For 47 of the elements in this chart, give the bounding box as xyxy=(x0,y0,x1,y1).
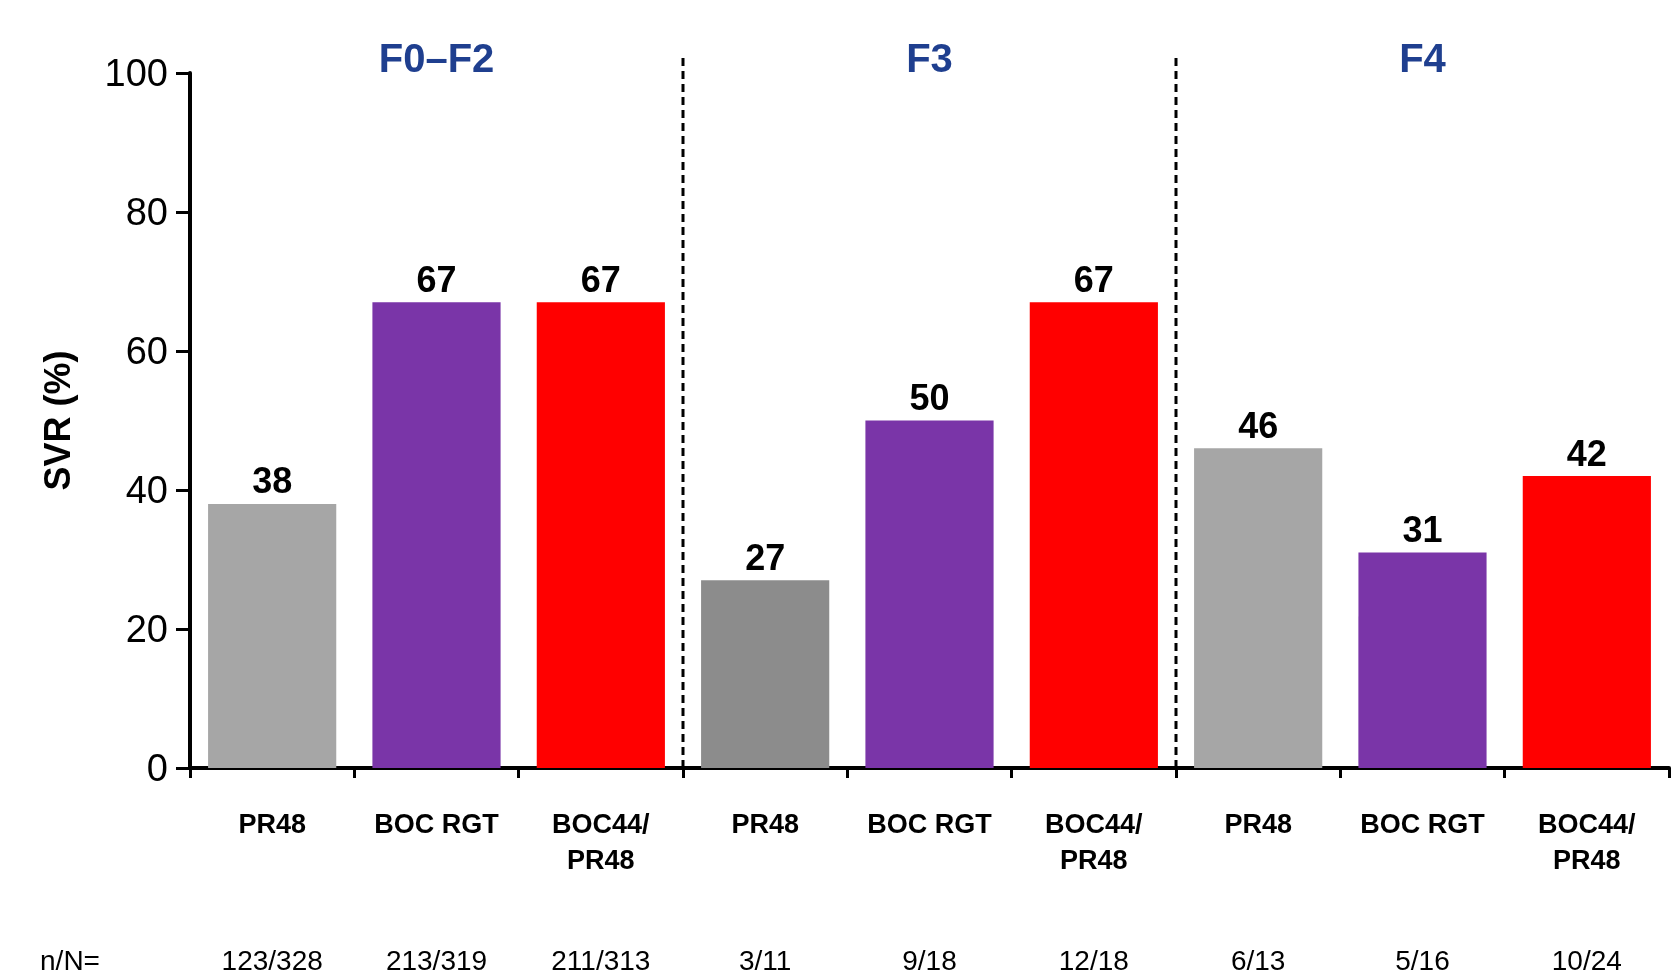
text: 3/11 xyxy=(738,944,792,975)
x-tick-label: PR48 xyxy=(1224,809,1292,839)
data-label: 67 xyxy=(1073,258,1114,300)
x-tick-label: BOC RGT xyxy=(374,809,500,839)
bar xyxy=(1194,448,1323,768)
y-tick-label: 40 xyxy=(125,469,168,511)
bar xyxy=(536,302,665,768)
text: 10/24 xyxy=(1551,944,1622,975)
bar xyxy=(1522,476,1651,768)
x-tick-label: BOC44/ PR48 xyxy=(1045,809,1144,875)
y-tick-label: 20 xyxy=(125,608,168,650)
y-axis-title: SVR (%) xyxy=(36,350,78,491)
data-label: 46 xyxy=(1238,404,1279,446)
bar xyxy=(208,503,337,768)
text: 213/319 xyxy=(385,944,488,975)
data-label: 27 xyxy=(745,536,786,578)
y-tick-label: 80 xyxy=(125,191,168,233)
data-label: 67 xyxy=(416,258,457,300)
y-tick-label: 100 xyxy=(104,52,168,94)
text: 211/313 xyxy=(551,944,651,975)
bar xyxy=(372,302,501,768)
annotation: F4 xyxy=(1399,36,1447,80)
x-tick-label: BOC44/ PR48 xyxy=(1538,809,1637,875)
bar xyxy=(1358,552,1487,768)
text: 12/18 xyxy=(1058,944,1129,975)
text: n/N= xyxy=(40,944,100,975)
bar xyxy=(701,580,830,768)
data-label: 67 xyxy=(580,258,621,300)
x-tick-label: BOC RGT xyxy=(1360,809,1486,839)
x-tick-label: BOC44/ PR48 xyxy=(552,809,651,875)
data-label: 42 xyxy=(1566,432,1607,474)
text: 6/13 xyxy=(1230,944,1286,975)
bar xyxy=(1029,302,1158,768)
annotation: F3 xyxy=(906,36,953,80)
text: 123/328 xyxy=(221,944,323,975)
annotation: F0–F2 xyxy=(378,36,495,80)
data-label: 31 xyxy=(1402,509,1443,551)
x-tick-label: PR48 xyxy=(238,809,306,839)
y-tick-label: 0 xyxy=(146,747,168,789)
x-tick-label: PR48 xyxy=(731,809,799,839)
y-tick-label: 60 xyxy=(125,330,168,372)
bar xyxy=(865,420,994,768)
data-label: 38 xyxy=(252,460,293,502)
data-label: 50 xyxy=(909,377,950,418)
x-tick-label: BOC RGT xyxy=(867,809,993,839)
text: 5/16 xyxy=(1395,944,1450,975)
text: 9/18 xyxy=(902,944,957,975)
